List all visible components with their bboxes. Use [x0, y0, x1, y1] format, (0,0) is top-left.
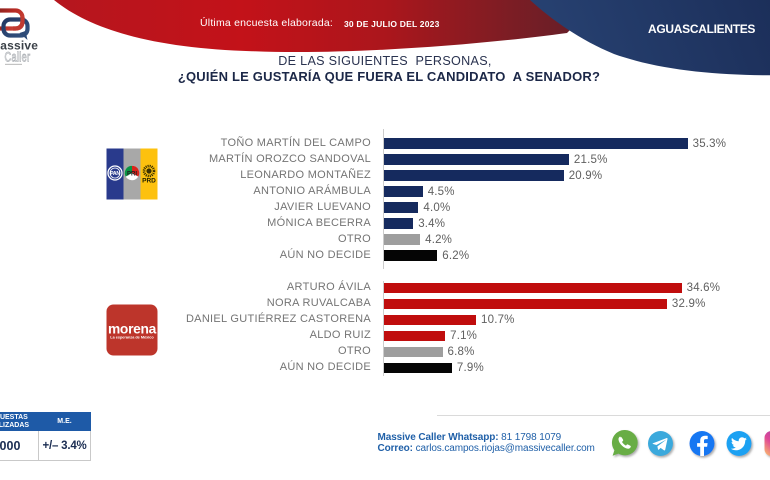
- svg-text:Massive: Massive: [0, 39, 38, 53]
- svg-text:Caller: Caller: [5, 51, 31, 65]
- svg-text:morena: morena: [108, 322, 157, 337]
- svg-text:PAN: PAN: [110, 171, 120, 177]
- svg-text:PRD: PRD: [142, 178, 156, 185]
- svg-text:PRI: PRI: [127, 172, 137, 178]
- svg-text:La esperanza de México: La esperanza de México: [110, 336, 154, 340]
